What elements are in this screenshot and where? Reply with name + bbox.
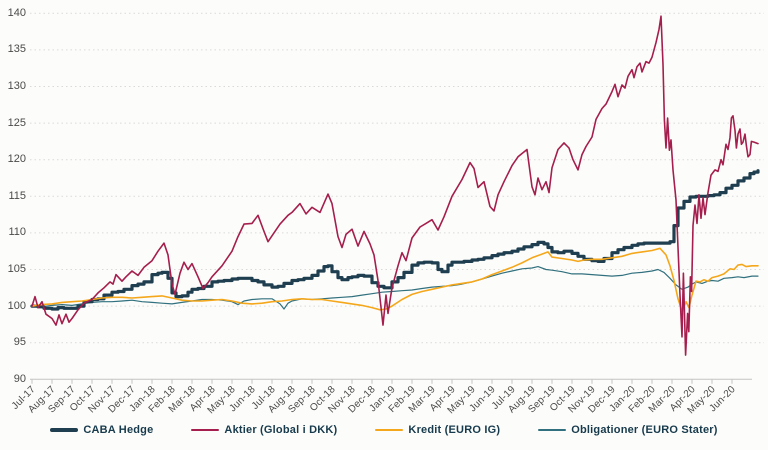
y-tick-label-110: 110 xyxy=(8,226,26,239)
legend-label-caba-hedge: CABA Hedge xyxy=(83,424,154,436)
y-tick-label-120: 120 xyxy=(7,153,26,166)
y-tick-label-90: 90 xyxy=(13,372,26,385)
legend-item-obligationer: Obligationer (EURO Stater) xyxy=(538,424,717,436)
legend-label-obligationer: Obligationer (EURO Stater) xyxy=(571,424,718,436)
y-tick-label-140: 140 xyxy=(7,6,26,19)
y-tick-label-105: 105 xyxy=(7,263,26,275)
legend-swatch-obligationer xyxy=(538,429,567,431)
legend-swatch-caba-hedge xyxy=(50,428,79,432)
legend-item-kredit: Kredit (EURO IG) xyxy=(375,424,500,436)
legend: CABA Hedge Aktier (Global i DKK) Kredit … xyxy=(0,424,768,436)
y-tick-label-100: 100 xyxy=(7,299,26,312)
y-tick-label-135: 135 xyxy=(7,43,26,56)
y-tick-label-130: 130 xyxy=(7,80,26,92)
series-line-caba-hedge xyxy=(30,169,760,311)
legend-item-caba-hedge: CABA Hedge xyxy=(50,424,153,436)
legend-swatch-kredit xyxy=(375,429,404,431)
series-line-obligationer-euro-stater xyxy=(31,266,759,310)
legend-label-kredit: Kredit (EURO IG) xyxy=(408,424,501,436)
legend-item-aktier: Aktier (Global i DKK) xyxy=(191,424,337,436)
y-tick-label-125: 125 xyxy=(7,116,26,129)
legend-label-aktier: Aktier (Global i DKK) xyxy=(224,424,338,436)
y-tick-label-95: 95 xyxy=(13,336,26,349)
series-line-aktier-global-i-dkk xyxy=(31,15,759,356)
legend-swatch-aktier xyxy=(191,429,220,431)
y-tick-label-115: 115 xyxy=(8,189,26,202)
